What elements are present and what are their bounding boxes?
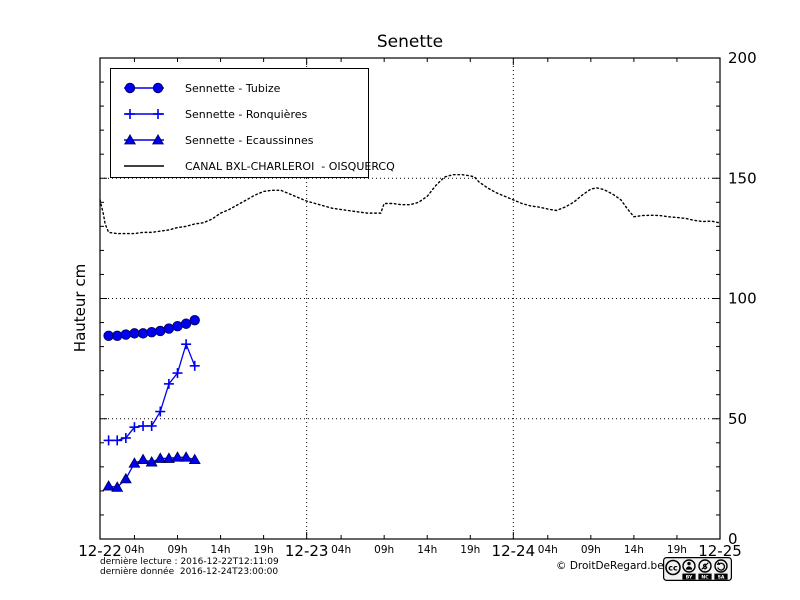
svg-text:0: 0 (728, 530, 738, 548)
legend-item-label: CANAL BXL-CHARLEROI - OISQUERCQ (185, 159, 395, 173)
svg-text:12-23: 12-23 (285, 542, 329, 560)
svg-text:14h: 14h (624, 544, 644, 556)
x-axis-labels: 12-22 04h 09h 14h 19h 12-23 04h 09h 14h 19h 12-24 0… (78, 542, 742, 560)
legend-item: Sennette - Tubize (111, 75, 368, 101)
svg-text:200: 200 (728, 49, 757, 67)
cc-license-badge: cc $ BY NC SA (663, 557, 732, 581)
svg-text:09h: 09h (374, 544, 394, 556)
legend-item: Sennette - Ecaussinnes (111, 127, 368, 153)
svg-text:19h: 19h (667, 544, 687, 556)
cc-sa-label: SA (718, 574, 725, 580)
axis-ticks (99, 57, 721, 540)
svg-text:14h: 14h (211, 544, 231, 556)
legend-item-label: Sennette - Ecaussinnes (185, 133, 314, 147)
cc-nc-label: NC (701, 574, 709, 580)
copyright-text: © DroitDeRegard.be (556, 560, 664, 572)
svg-text:19h: 19h (460, 544, 480, 556)
svg-text:150: 150 (728, 169, 757, 187)
triangle-marker-swatch (124, 133, 164, 145)
legend: Sennette - Tubize Sennette - Ronquières Se… (110, 68, 395, 179)
cc-sa-icon (714, 559, 728, 573)
svg-text:12-22: 12-22 (78, 542, 122, 560)
circle-marker-swatch (124, 82, 164, 94)
plus-marker-swatch (124, 109, 164, 119)
last-data-text: dernière donnée 2016-12-24T23:00:00 (100, 567, 279, 577)
data-series (99, 173, 721, 492)
svg-text:04h: 04h (538, 544, 558, 556)
svg-text:50: 50 (728, 410, 747, 428)
cc-icon: cc (665, 559, 681, 576)
legend-item: Sennette - Ronquières (111, 101, 368, 127)
svg-text:19h: 19h (254, 544, 274, 556)
legend-item-label: Sennette - Tubize (185, 81, 281, 95)
line-swatch (124, 165, 164, 167)
svg-text:04h: 04h (124, 544, 144, 556)
svg-text:09h: 09h (581, 544, 601, 556)
y-axis-labels: 0 50 100 150 200 (728, 49, 757, 548)
chart-title: Senette (376, 32, 444, 52)
svg-text:12-24: 12-24 (492, 542, 536, 560)
svg-text:14h: 14h (417, 544, 437, 556)
svg-text:100: 100 (728, 290, 757, 308)
svg-text:cc: cc (668, 563, 678, 572)
cc-nc-icon: $ (698, 559, 712, 573)
svg-text:09h: 09h (167, 544, 187, 556)
svg-text:12-25: 12-25 (698, 542, 742, 560)
y-axis-title: Hauteur cm (71, 263, 89, 353)
svg-text:04h: 04h (331, 544, 351, 556)
cc-by-label: BY (686, 574, 693, 580)
legend-item-label: Sennette - Ronquières (185, 107, 308, 121)
last-reading-text: dernière lecture : 2016-12-22T12:11:09 (100, 557, 279, 567)
cc-by-icon (682, 559, 696, 573)
legend-item: CANAL BXL-CHARLEROI - OISQUERCQ (111, 153, 395, 179)
